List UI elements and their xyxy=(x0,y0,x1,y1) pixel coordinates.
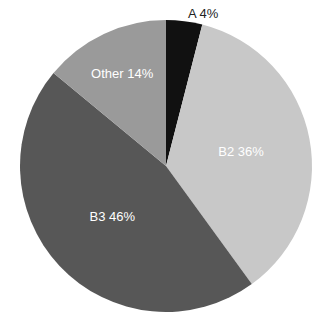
svg-text:B2 36%: B2 36% xyxy=(218,144,264,159)
svg-text:A 4%: A 4% xyxy=(188,6,219,21)
svg-text:Other 14%: Other 14% xyxy=(91,66,154,81)
svg-text:B3 46%: B3 46% xyxy=(90,209,136,224)
